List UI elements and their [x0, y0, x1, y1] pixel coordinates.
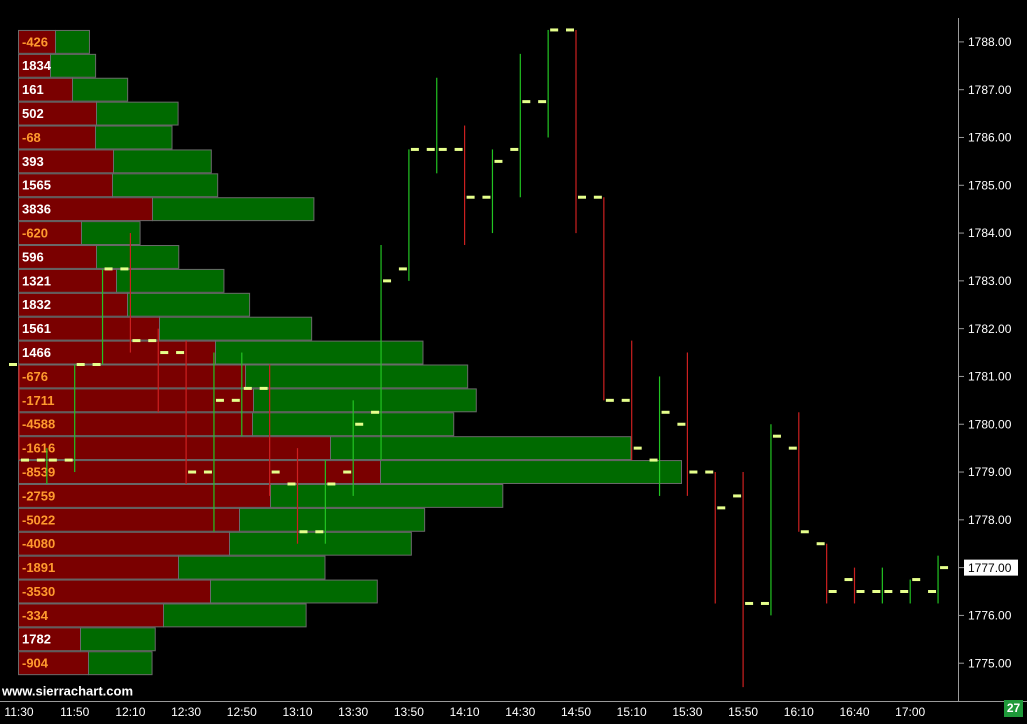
ask-volume-bar — [50, 53, 97, 78]
delta-label: 502 — [22, 106, 44, 121]
delta-label: -4080 — [22, 536, 55, 551]
time-tick-label: 11:30 — [4, 705, 33, 719]
time-tick-label: 11:50 — [60, 705, 89, 719]
bid-volume-bar — [18, 436, 331, 461]
ask-volume-bar — [210, 579, 378, 604]
ask-volume-bar — [270, 483, 504, 508]
bid-volume-bar — [18, 483, 271, 508]
ask-volume-bar — [96, 245, 180, 269]
ask-volume-bar — [55, 29, 90, 54]
price-tick-label: 1779.00 — [968, 465, 1012, 479]
price-tick-label: 1787.00 — [968, 83, 1012, 97]
last-price-label: 1777.00 — [968, 561, 1012, 575]
time-tick-label: 12:10 — [115, 705, 145, 719]
ask-volume-bar — [229, 531, 412, 556]
delta-label: 596 — [22, 249, 44, 264]
price-tick-label: 1775.00 — [968, 656, 1012, 670]
delta-label: -3530 — [22, 584, 55, 599]
ask-volume-bar — [380, 460, 683, 484]
ask-volume-bar — [239, 507, 426, 532]
time-tick-label: 15:10 — [617, 705, 647, 719]
delta-label: -1616 — [22, 441, 55, 456]
ask-volume-bar — [80, 627, 156, 652]
ask-volume-bar — [127, 292, 251, 317]
price-tick-label: 1782.00 — [968, 322, 1012, 336]
time-tick-label: 13:10 — [282, 705, 312, 719]
ask-volume-bar — [163, 603, 307, 628]
price-tick-label: 1784.00 — [968, 226, 1012, 240]
delta-label: -676 — [22, 369, 48, 384]
delta-label: 1466 — [22, 345, 51, 360]
ask-volume-bar — [81, 221, 141, 246]
delta-label: 393 — [22, 154, 44, 169]
delta-label: -334 — [22, 608, 49, 623]
ask-volume-bar — [95, 125, 173, 150]
time-tick-label: 16:40 — [839, 705, 869, 719]
time-tick-label: 14:10 — [450, 705, 480, 719]
time-tick-label: 17:00 — [895, 705, 925, 719]
delta-label: 161 — [22, 82, 44, 97]
time-tick-label: 16:10 — [784, 705, 814, 719]
ask-volume-bar — [178, 555, 326, 580]
time-tick-label: 13:30 — [338, 705, 368, 719]
time-tick-label: 14:30 — [505, 705, 535, 719]
bid-volume-bar — [18, 460, 381, 484]
time-tick-label: 15:30 — [672, 705, 702, 719]
delta-label: -620 — [22, 226, 48, 241]
price-tick-label: 1776.00 — [968, 609, 1012, 623]
delta-label: 3836 — [22, 202, 51, 217]
time-tick-label: 14:50 — [561, 705, 591, 719]
badge-box — [1004, 700, 1023, 717]
ask-volume-bar — [96, 101, 179, 126]
delta-label: -8539 — [22, 464, 55, 479]
price-tick-label: 1778.00 — [968, 513, 1012, 527]
time-tick-label: 13:50 — [394, 705, 424, 719]
badge-label: 27 — [1007, 701, 1021, 715]
delta-label: -426 — [22, 34, 48, 49]
delta-label: 1321 — [22, 273, 51, 288]
delta-label: 1561 — [22, 321, 51, 336]
time-tick-label: 15:50 — [728, 705, 758, 719]
ask-volume-bar — [330, 436, 632, 461]
time-tick-label: 12:50 — [227, 705, 257, 719]
delta-label: -1711 — [22, 393, 55, 408]
last-price-box — [964, 559, 1018, 576]
ask-volume-bar — [215, 340, 424, 365]
price-tick-label: 1786.00 — [968, 131, 1012, 145]
price-tick-label: 1780.00 — [968, 417, 1012, 431]
ask-volume-bar — [152, 197, 315, 222]
delta-label: -68 — [22, 130, 41, 145]
ask-volume-bar — [245, 364, 469, 389]
ask-volume-bar — [113, 149, 212, 174]
ask-volume-bar — [112, 173, 219, 198]
price-tick-label: 1788.00 — [968, 35, 1012, 49]
delta-label: 1834 — [22, 58, 52, 73]
ask-volume-bar — [72, 77, 129, 102]
price-tick-label: 1785.00 — [968, 178, 1012, 192]
watermark: www.sierrachart.com — [1, 683, 133, 698]
delta-label: 1565 — [22, 178, 51, 193]
delta-label: 1782 — [22, 632, 51, 647]
price-tick-label: 1783.00 — [968, 274, 1012, 288]
price-tick-label: 1781.00 — [968, 370, 1012, 384]
bid-volume-bar — [18, 364, 246, 389]
ask-volume-bar — [159, 316, 313, 341]
ask-volume-bar — [88, 651, 153, 676]
ask-volume-bar — [253, 388, 477, 413]
delta-label: -1891 — [22, 560, 55, 575]
delta-label: -904 — [22, 656, 49, 671]
time-tick-label: 12:30 — [171, 705, 201, 719]
delta-label: 1832 — [22, 297, 51, 312]
delta-label: -4588 — [22, 417, 55, 432]
delta-label: -2759 — [22, 488, 55, 503]
ask-volume-bar — [116, 268, 225, 293]
delta-label: -5022 — [22, 512, 55, 527]
